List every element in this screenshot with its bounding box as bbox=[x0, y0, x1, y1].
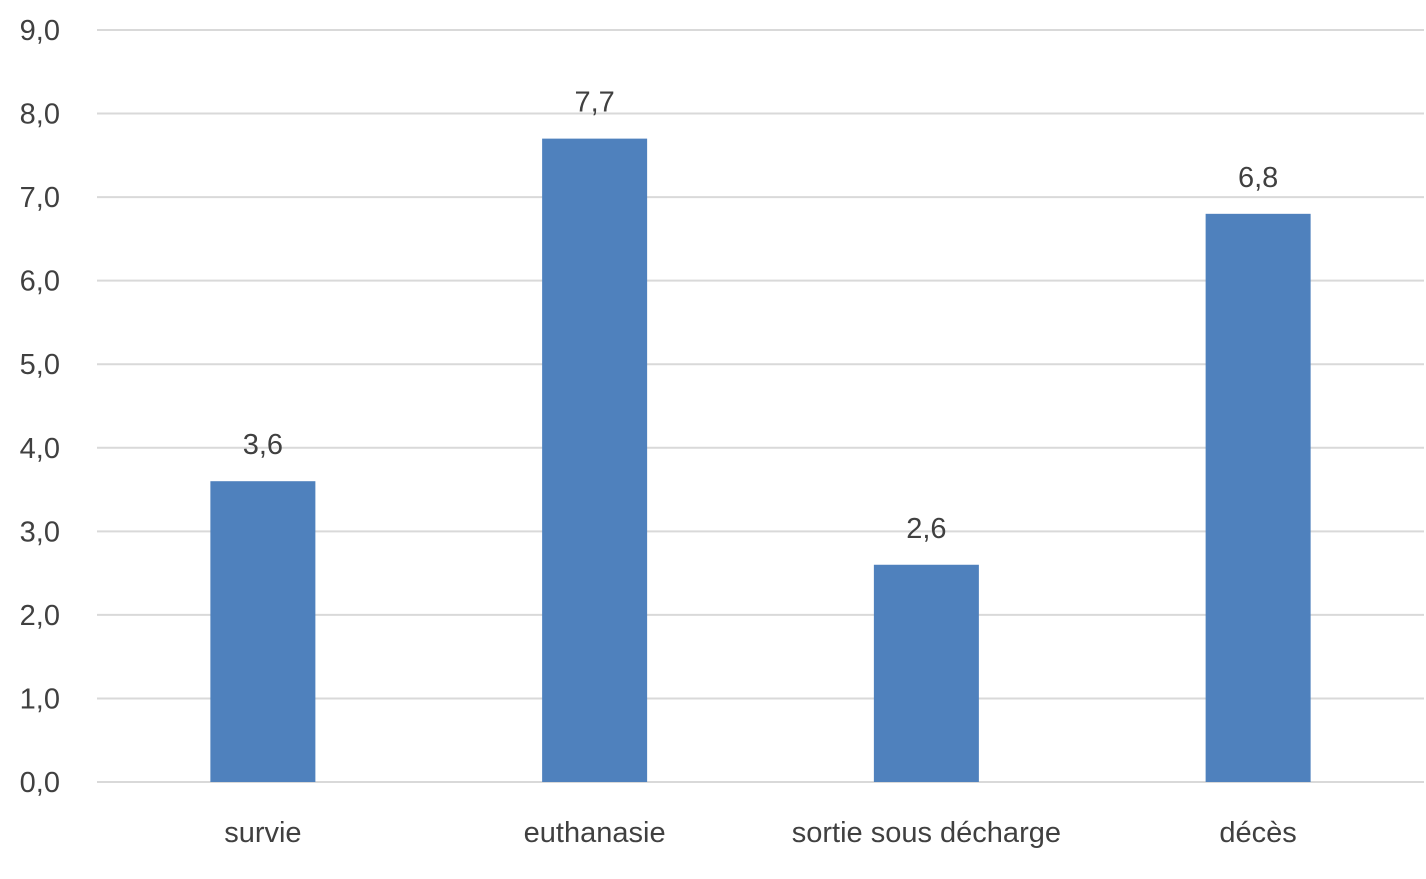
y-tick-label: 1,0 bbox=[20, 683, 60, 715]
y-tick-label: 6,0 bbox=[20, 266, 60, 298]
y-tick-label: 5,0 bbox=[20, 349, 60, 381]
bar bbox=[1205, 213, 1311, 783]
bars bbox=[210, 138, 1311, 783]
data-label: 3,6 bbox=[243, 429, 283, 461]
y-tick-label: 0,0 bbox=[20, 767, 60, 799]
bar bbox=[542, 138, 648, 783]
x-tick-label: survie bbox=[224, 817, 301, 849]
y-tick-label: 7,0 bbox=[20, 182, 60, 214]
y-axis-ticks: 0,0 1,0 2,0 3,0 4,0 5,0 6,0 7,0 8,0 9,0 bbox=[20, 15, 60, 799]
x-tick-label: euthanasie bbox=[524, 817, 666, 849]
bar bbox=[210, 481, 316, 782]
y-tick-label: 3,0 bbox=[20, 516, 60, 548]
data-label: 2,6 bbox=[906, 513, 946, 545]
bar bbox=[873, 564, 979, 782]
data-label: 7,7 bbox=[574, 87, 614, 119]
y-tick-label: 8,0 bbox=[20, 99, 60, 131]
data-label: 6,8 bbox=[1238, 162, 1278, 194]
x-tick-label: sortie sous décharge bbox=[792, 817, 1061, 849]
data-labels: 3,6 7,7 2,6 6,8 bbox=[243, 87, 1279, 545]
gridlines bbox=[97, 29, 1424, 783]
y-tick-label: 9,0 bbox=[20, 15, 60, 47]
x-tick-label: décès bbox=[1219, 817, 1296, 849]
x-axis-ticks: survie euthanasie sortie sous décharge décè… bbox=[224, 817, 1297, 849]
y-tick-label: 2,0 bbox=[20, 600, 60, 632]
y-tick-label: 4,0 bbox=[20, 433, 60, 465]
